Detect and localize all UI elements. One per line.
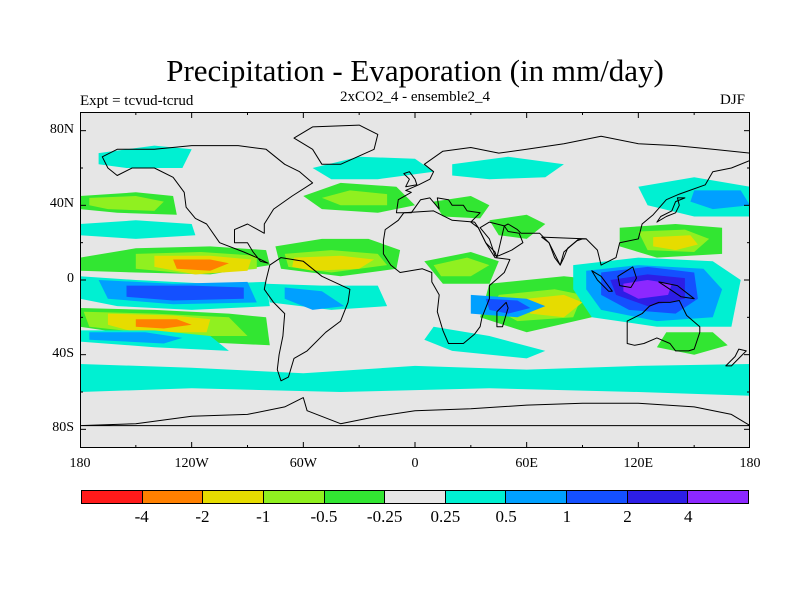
antarctica-coast bbox=[80, 397, 750, 427]
colorbar-label: 1 bbox=[562, 507, 572, 526]
arctic-canada-cyan bbox=[98, 145, 192, 168]
precip-evap-map bbox=[80, 112, 750, 448]
colorbar-swatch bbox=[142, 491, 204, 503]
india-coast bbox=[541, 236, 587, 266]
colorbar bbox=[81, 490, 749, 504]
chart-subtitle: 2xCO2_4 - ensemble2_4 bbox=[340, 89, 490, 105]
chart-title: Precipitation - Evaporation (in mm/day) bbox=[166, 53, 664, 88]
colorbar-label: -0.25 bbox=[366, 507, 403, 526]
lat-tick-label: 40N bbox=[49, 196, 74, 212]
season-label: DJF bbox=[720, 92, 746, 108]
north-atlantic-lightgreen bbox=[321, 190, 388, 206]
new-zealand-coast bbox=[725, 348, 747, 367]
south-pacific-wet-lightblue bbox=[89, 332, 183, 344]
indian-ocean-wet-blue bbox=[485, 298, 531, 314]
lat-tick-label: 0 bbox=[67, 271, 74, 286]
greenland-coast bbox=[293, 124, 379, 165]
north-pacific-cyan bbox=[80, 220, 196, 239]
colorbar-swatch bbox=[688, 491, 749, 503]
colorbar-label: 4 bbox=[684, 507, 693, 526]
colorbar-swatch bbox=[627, 491, 689, 503]
spcz-dry-orange bbox=[135, 319, 192, 329]
mediterranean-green bbox=[433, 196, 490, 219]
southern-ocean-cyan bbox=[80, 364, 750, 396]
nw-pacific-lightblue bbox=[690, 190, 750, 210]
japan-coast bbox=[656, 197, 686, 223]
colorbar-label: -0.5 bbox=[310, 507, 338, 526]
pacific-wet-blue bbox=[126, 285, 244, 301]
map-frame bbox=[80, 112, 750, 448]
experiment-label: Expt = tcvud-tcrud bbox=[80, 93, 194, 109]
colorbar-label: -4 bbox=[134, 507, 149, 526]
lat-tick-label: 80S bbox=[52, 420, 74, 436]
arabia-coast bbox=[479, 221, 524, 257]
north-pacific-lightgreen bbox=[89, 196, 164, 211]
indonesia-sumatra-coast bbox=[591, 270, 613, 292]
lon-tick-label: 60E bbox=[515, 456, 538, 471]
maritime-purple bbox=[623, 280, 672, 299]
lon-tick-label: 0 bbox=[411, 456, 419, 471]
colorbar-swatch bbox=[567, 491, 628, 503]
south-africa-cyan bbox=[424, 326, 546, 359]
colorbar-swatch bbox=[263, 491, 325, 503]
amazon-wet-lightblue bbox=[284, 287, 345, 310]
colorbar-swatch bbox=[203, 491, 264, 503]
lat-tick-label: 80N bbox=[49, 121, 74, 137]
colorbar-swatch bbox=[506, 491, 568, 503]
indonesia-borneo-coast bbox=[617, 266, 637, 288]
itcz-north-orange bbox=[173, 259, 229, 271]
lon-tick-label: 120W bbox=[174, 456, 209, 471]
colorbar-swatch bbox=[82, 491, 143, 503]
africa-lightgreen bbox=[433, 257, 490, 277]
colorbar-swatch bbox=[324, 491, 386, 503]
lon-tick-label: 120E bbox=[623, 456, 654, 471]
australia-coast bbox=[626, 300, 701, 352]
colorbar-swatch bbox=[445, 491, 507, 503]
north-america-coast bbox=[101, 145, 314, 264]
eurasia-cyan bbox=[452, 156, 564, 180]
europe-asia-coast bbox=[395, 135, 750, 266]
new-guinea-coast bbox=[658, 281, 695, 300]
colorbar-label: 2 bbox=[623, 507, 632, 526]
atlantic-dry-yellow bbox=[292, 255, 375, 271]
coastline-layer bbox=[80, 124, 750, 427]
nw-pacific-yellow bbox=[653, 235, 698, 251]
madagascar-coast bbox=[496, 301, 509, 328]
lon-tick-label: 180 bbox=[739, 456, 761, 471]
colorbar-label: 0.5 bbox=[495, 507, 517, 526]
lon-tick-label: 180 bbox=[69, 456, 91, 471]
map-panel bbox=[80, 112, 750, 448]
colorbar-label: 0.25 bbox=[430, 507, 461, 526]
colorbar-swatch bbox=[385, 491, 446, 503]
colorbar-label: -1 bbox=[256, 507, 271, 526]
lat-tick-label: 40S bbox=[52, 345, 74, 361]
south-america-coast bbox=[263, 257, 351, 382]
africa-coast bbox=[382, 210, 511, 344]
colorbar-label: -2 bbox=[195, 507, 210, 526]
indian-ocean-yellow bbox=[526, 294, 583, 318]
uk-coast bbox=[403, 171, 418, 188]
lon-tick-label: 60W bbox=[289, 456, 317, 471]
